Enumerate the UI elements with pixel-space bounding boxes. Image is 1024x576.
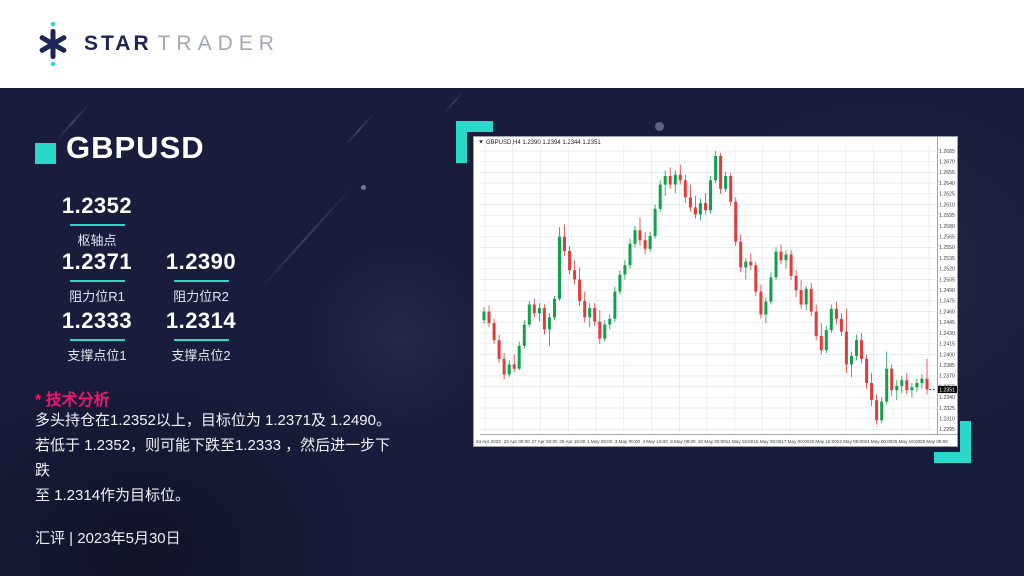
svg-text:1.2415: 1.2415 xyxy=(939,342,955,348)
svg-text:27 Apr 00:00: 27 Apr 00:00 xyxy=(532,439,558,444)
background-streak xyxy=(442,91,464,115)
brand-name-secondary: TRADER xyxy=(157,32,280,55)
svg-text:24 Apr 2023: 24 Apr 2023 xyxy=(476,439,501,444)
svg-text:1.2640: 1.2640 xyxy=(939,181,955,187)
support-1-label: 支撑点位1 xyxy=(67,348,127,363)
svg-text:18 May 16:00: 18 May 16:00 xyxy=(809,439,837,444)
analysis-line: 至 1.2314作为目标位。 xyxy=(35,487,191,504)
analysis-heading: * 技术分析 xyxy=(35,392,110,409)
svg-text:1.2625: 1.2625 xyxy=(939,192,955,198)
header-bar: STAR TRADER xyxy=(0,0,1024,88)
svg-text:1.2340: 1.2340 xyxy=(939,395,955,401)
svg-text:1.2400: 1.2400 xyxy=(939,352,955,358)
brand-name-primary: STAR xyxy=(84,32,152,55)
title-accent-square xyxy=(35,143,56,164)
svg-text:22 May 08:00: 22 May 08:00 xyxy=(837,439,865,444)
background-dot xyxy=(361,185,366,190)
svg-text:1.2460: 1.2460 xyxy=(939,309,955,315)
svg-text:17 May 00:00: 17 May 00:00 xyxy=(781,439,809,444)
svg-text:1.2430: 1.2430 xyxy=(939,331,955,337)
svg-text:3 May 00:00: 3 May 00:00 xyxy=(615,439,641,444)
svg-text:1.2295: 1.2295 xyxy=(939,427,955,433)
chart-corner-bracket-bottomright xyxy=(934,452,971,463)
analysis-text: 多头持仓在1.2352以上，目标位为 1.2371及 1.2490。 若低于 1… xyxy=(35,408,405,508)
svg-text:1.2670: 1.2670 xyxy=(939,160,955,166)
resistance-1-value: 1.2371 xyxy=(61,249,133,274)
svg-text:4 May 16:00: 4 May 16:00 xyxy=(643,439,669,444)
level-underline xyxy=(173,339,229,341)
svg-text:1.2351: 1.2351 xyxy=(939,387,955,393)
svg-text:1.2610: 1.2610 xyxy=(939,202,955,208)
svg-text:1.2655: 1.2655 xyxy=(939,170,955,176)
support-1-value: 1.2333 xyxy=(61,308,133,333)
resistance-1-label: 阻力位R1 xyxy=(69,289,125,304)
svg-text:1.2385: 1.2385 xyxy=(939,363,955,369)
svg-text:1.2685: 1.2685 xyxy=(939,149,955,155)
support-2-label: 支撑点位2 xyxy=(171,348,231,363)
chart-corner-bracket-topleft xyxy=(456,121,493,132)
svg-text:1.2580: 1.2580 xyxy=(939,224,955,230)
svg-text:1.2325: 1.2325 xyxy=(939,406,955,412)
symbol-title: GBPUSD xyxy=(66,130,205,165)
svg-text:1.2490: 1.2490 xyxy=(939,288,955,294)
footer-date: 汇评 | 2023年5月30日 xyxy=(35,530,181,547)
level-underline xyxy=(173,280,229,282)
svg-text:28 Apr 16:00: 28 Apr 16:00 xyxy=(559,439,585,444)
svg-text:1.2595: 1.2595 xyxy=(939,213,955,219)
svg-text:1.2370: 1.2370 xyxy=(939,374,955,380)
pivot-label: 枢轴点 xyxy=(77,233,117,248)
svg-text:1 May 08:00: 1 May 08:00 xyxy=(587,439,613,444)
resistance-1-level: 1.2371 阻力位R1 xyxy=(42,249,152,305)
svg-text:10 May 00:00: 10 May 00:00 xyxy=(698,439,726,444)
background-circle xyxy=(305,242,495,432)
support-1-level: 1.2333 支撑点位1 xyxy=(42,308,152,364)
svg-text:1.2550: 1.2550 xyxy=(939,245,955,251)
background-streak xyxy=(343,112,375,148)
svg-text:1.2310: 1.2310 xyxy=(939,417,955,423)
svg-text:1.2445: 1.2445 xyxy=(939,320,955,326)
brand-logo: STAR TRADER xyxy=(34,22,280,66)
level-underline xyxy=(69,224,125,226)
pivot-level: 1.2352 枢轴点 xyxy=(42,193,152,249)
support-2-level: 1.2314 支撑点位2 xyxy=(146,308,256,364)
pivot-value: 1.2352 xyxy=(61,193,133,218)
analysis-line: 多头持仓在1.2352以上，目标位为 1.2371及 1.2490。 xyxy=(35,412,391,429)
svg-text:8 May 08:00: 8 May 08:00 xyxy=(670,439,696,444)
background-streak xyxy=(258,185,354,291)
price-chart-panel: 1.2685 1.2670 1.2655 1.2640 1.2625 1.2610 1.25… xyxy=(473,136,958,447)
candlestick-chart: 1.2685 1.2670 1.2655 1.2640 1.2625 1.2610 1.25… xyxy=(476,137,957,444)
svg-text:15 May 08:00: 15 May 08:00 xyxy=(754,439,782,444)
svg-text:1.2475: 1.2475 xyxy=(939,299,955,305)
level-underline xyxy=(69,339,125,341)
support-2-value: 1.2314 xyxy=(165,308,237,333)
svg-text:1.2505: 1.2505 xyxy=(939,277,955,283)
svg-text:26 Apr 08:00: 26 Apr 08:00 xyxy=(504,439,530,444)
analysis-line: 若低于 1.2352，则可能下跌至1.2333 ，然后进一步下跌 xyxy=(35,437,391,479)
star-logo-icon xyxy=(39,22,67,66)
chart-corner-bracket-topleft xyxy=(456,121,467,163)
resistance-2-level: 1.2390 阻力位R2 xyxy=(146,249,256,305)
svg-text:25 May 16:00: 25 May 16:00 xyxy=(892,439,920,444)
svg-text:GBPUSD,H4 1.2390 1.2394 1.2344: GBPUSD,H4 1.2390 1.2394 1.2344 1.2351 xyxy=(486,140,601,146)
svg-text:1.2565: 1.2565 xyxy=(939,235,955,241)
svg-text:1.2535: 1.2535 xyxy=(939,256,955,262)
level-underline xyxy=(69,280,125,282)
chart-corner-bracket-bottomright xyxy=(960,421,971,463)
svg-text:1.2520: 1.2520 xyxy=(939,267,955,273)
background-dot xyxy=(655,122,664,131)
svg-text:29 May 08:00: 29 May 08:00 xyxy=(920,439,948,444)
svg-text:11 May 16:00: 11 May 16:00 xyxy=(726,439,754,444)
resistance-2-value: 1.2390 xyxy=(165,249,237,274)
resistance-2-label: 阻力位R2 xyxy=(173,289,229,304)
svg-text:24 May 00:00: 24 May 00:00 xyxy=(865,439,893,444)
